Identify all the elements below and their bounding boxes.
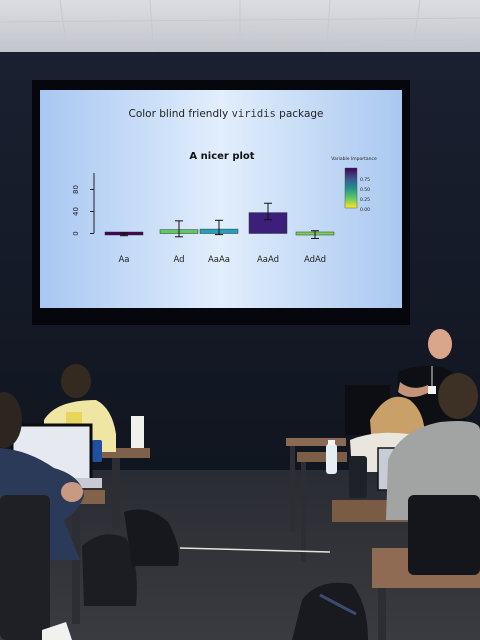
desk-items-left — [66, 412, 144, 462]
chart-legend: Variable Importance 0.75 0.50 0.25 0.00 — [331, 156, 377, 213]
paper-cup — [131, 416, 144, 448]
error-bar-Aa — [120, 232, 128, 237]
y-tick-label-2: 80 — [72, 185, 80, 194]
slide-title-code: viridis — [232, 108, 276, 120]
x-label-AaAa: AaAa — [208, 255, 230, 265]
y-ticks: 0 40 80 — [72, 185, 94, 236]
legend-label-1: 0.50 — [360, 187, 370, 193]
legend-title: Variable Importance — [331, 156, 377, 162]
error-bars — [120, 202, 319, 239]
legend-label-0: 0.75 — [360, 177, 370, 183]
slide-title-prefix: Color blind friendly — [128, 108, 231, 120]
presenter-arms — [398, 382, 430, 397]
chair-left — [0, 495, 50, 640]
error-bar-Ad — [175, 220, 183, 238]
floor-paper — [42, 622, 72, 640]
water-bottle — [326, 440, 337, 474]
student-grey-shirt — [386, 373, 480, 575]
yellow-note — [66, 412, 82, 426]
error-bar-AaAd — [264, 202, 272, 221]
slide-title-suffix: package — [276, 108, 324, 120]
x-label-Ad: Ad — [173, 255, 184, 265]
error-bar-AdAd — [311, 230, 319, 239]
backpack-left — [82, 509, 179, 606]
legend-label-3: 0.00 — [360, 207, 370, 213]
chart-title: A nicer plot — [189, 151, 254, 162]
x-label-AdAd: AdAd — [304, 255, 326, 265]
projection-screen — [40, 90, 402, 308]
error-bar-AaAa — [215, 219, 223, 236]
backpack-right — [292, 582, 368, 640]
soda-can — [92, 440, 102, 462]
legend-colorbar — [344, 167, 358, 209]
water-bottle-black — [349, 456, 367, 498]
x-label-Aa: Aa — [118, 255, 129, 265]
presenter-badge — [428, 386, 436, 394]
x-labels: Aa Ad AaAa AaAd AdAd — [118, 255, 326, 265]
presenter-head — [428, 329, 452, 359]
power-cord — [179, 547, 331, 553]
legend-label-2: 0.25 — [360, 197, 370, 203]
slide-title: Color blind friendly viridis package — [128, 108, 323, 120]
x-label-AaAd: AaAd — [257, 255, 279, 265]
y-tick-label-1: 40 — [72, 207, 80, 216]
y-tick-label-0: 0 — [72, 231, 80, 235]
